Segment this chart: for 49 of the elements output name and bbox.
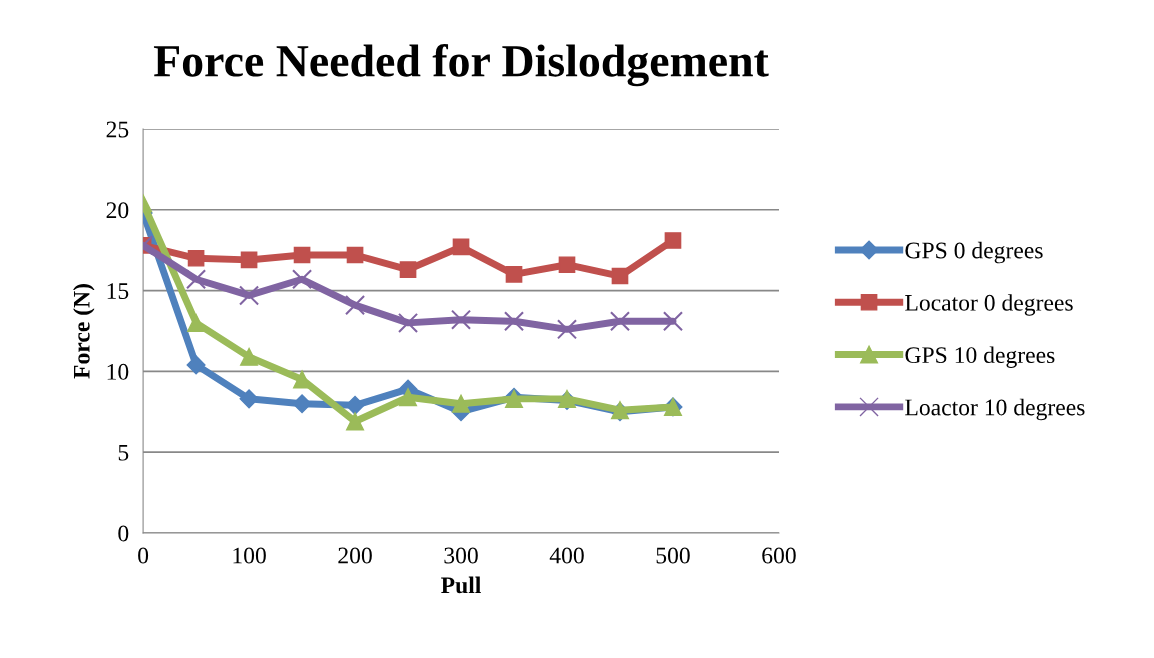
point	[293, 246, 311, 264]
point	[345, 395, 365, 415]
point	[399, 388, 418, 407]
legend-label: Locator 0 degrees	[905, 294, 1073, 316]
point	[187, 313, 206, 332]
chart-title: Force Needed for Dislodgement	[153, 43, 769, 87]
point	[505, 266, 523, 283]
legend-label: Loactor 10 degrees	[905, 398, 1085, 421]
y-tick-label: 5	[118, 444, 129, 461]
x-tick-label: 0	[138, 547, 149, 564]
point	[609, 311, 631, 332]
point	[452, 238, 470, 256]
point	[240, 251, 258, 269]
point	[664, 232, 682, 249]
x-tick-label: 100	[233, 547, 266, 564]
point	[187, 249, 205, 267]
y-tick-label: 20	[106, 202, 129, 219]
point	[346, 412, 365, 431]
y-tick-label: 10	[107, 363, 129, 380]
point	[503, 311, 525, 332]
y-axis-title: Force (N)	[73, 284, 95, 379]
x-tick-label: 200	[338, 547, 372, 564]
legend-label: GPS 0 degrees	[905, 241, 1043, 264]
x-tick-label: 300	[444, 547, 478, 564]
point	[291, 269, 313, 290]
point	[451, 394, 471, 413]
point	[240, 347, 259, 366]
point	[450, 309, 472, 330]
point	[239, 389, 259, 409]
x-tick-label: 500	[656, 547, 690, 564]
y-tick-label: 15	[107, 283, 129, 299]
point	[239, 285, 260, 306]
point	[344, 295, 366, 316]
y-tick-label: 25	[106, 121, 129, 138]
point	[346, 246, 364, 264]
x-axis-title: Pull	[441, 576, 481, 594]
point	[558, 256, 576, 274]
point	[397, 312, 419, 333]
point	[556, 319, 578, 340]
y-tick-label: 0	[118, 525, 129, 542]
point	[611, 267, 629, 285]
legend-label: GPS 10 degrees	[905, 346, 1055, 368]
x-tick-label: 400	[549, 547, 584, 564]
point	[186, 355, 206, 375]
point	[662, 311, 684, 332]
point	[186, 269, 207, 290]
point	[399, 261, 417, 278]
x-tick-label: 600	[762, 547, 796, 564]
point	[292, 394, 312, 414]
